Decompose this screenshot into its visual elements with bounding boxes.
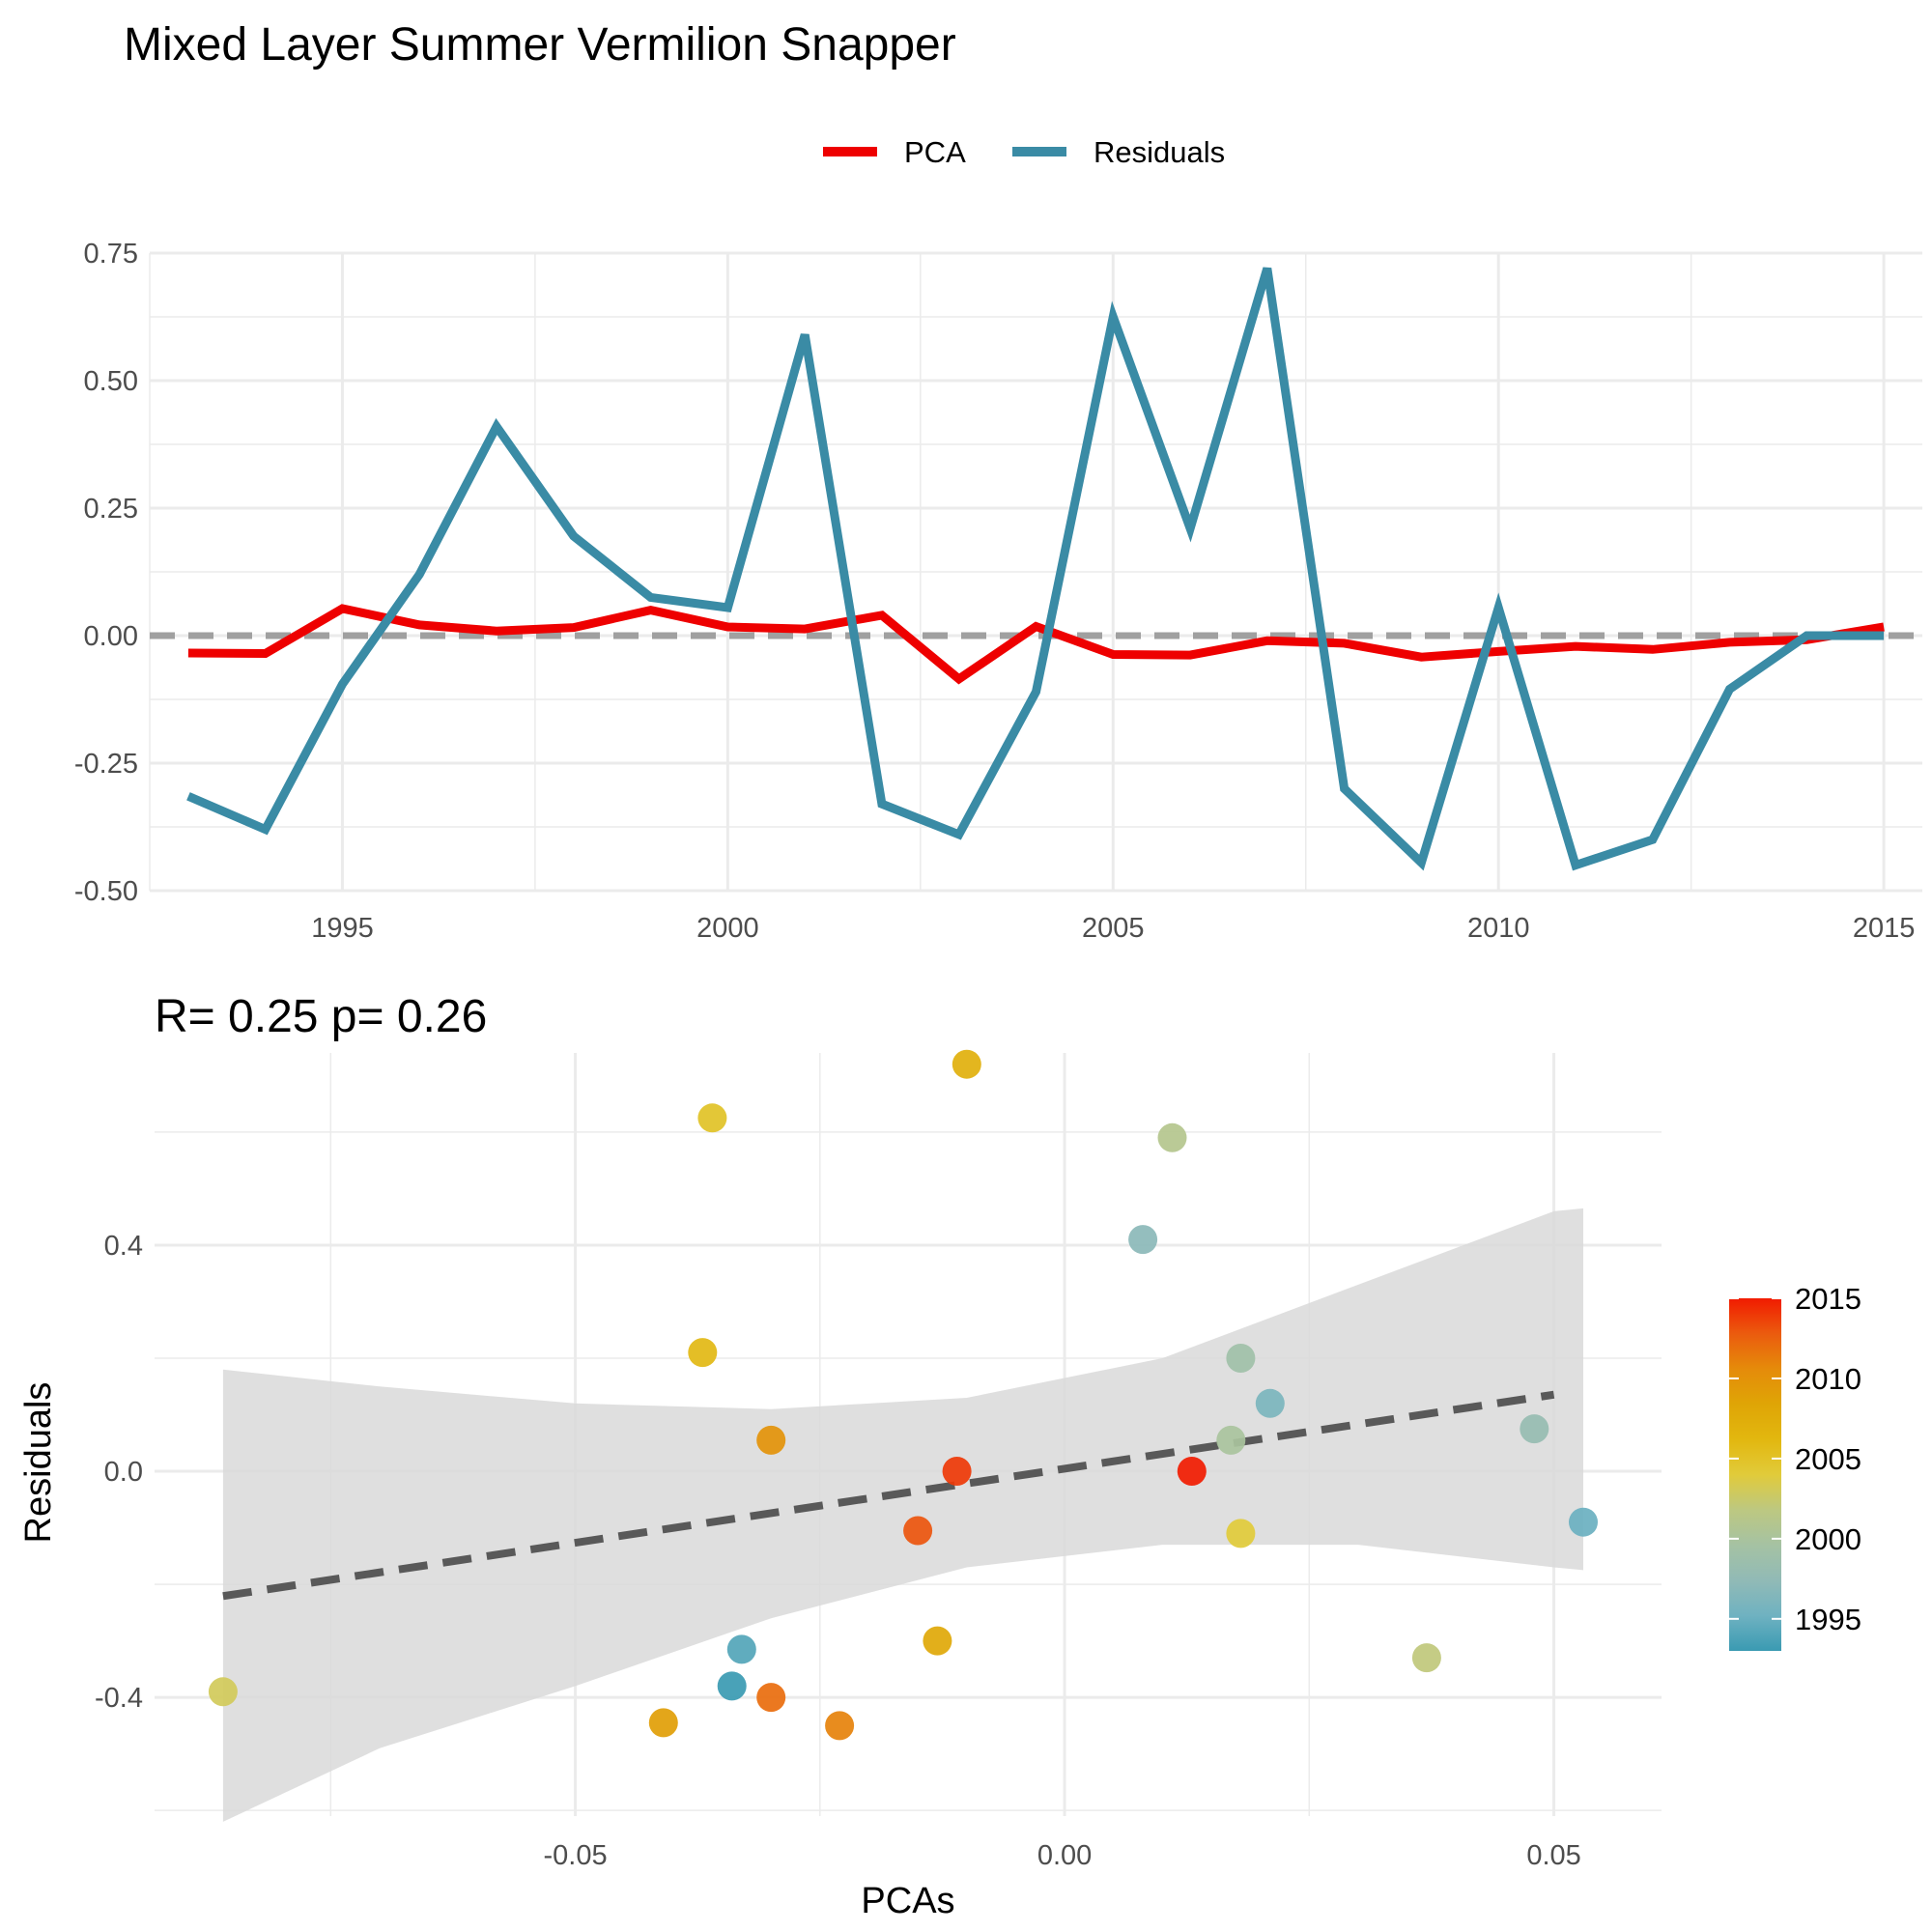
colorbar-tick-label: 2005 [1795,1442,1861,1476]
scatter-point [756,1425,786,1455]
colorbar-ticks: 1995 2000 2005 2010 2015 [1729,1282,1861,1636]
top-grid-minor [149,253,1922,891]
colorbar-tick-label: 2010 [1795,1362,1861,1396]
colorbar-tick-label: 2015 [1795,1282,1861,1316]
x-tick-label: 2000 [696,913,759,944]
legend-label-residuals: Residuals [1094,135,1225,169]
legend: PCA Residuals [823,135,1225,169]
x-tick-label: 2005 [1082,913,1145,944]
scatter-point [208,1677,238,1707]
scatter-point [756,1683,786,1713]
series-line-residuals [186,267,1885,871]
scatter-point [1216,1425,1246,1455]
scatter-panel: R= 0.25 p= 0.26 -0.05 0.00 0.05-0.40.00.4 … [18,991,1662,1921]
top-tick-labels: 1995 2000 2005 2010 2015 -0.50 -0.25 0.00 0.25 0.… [74,239,1915,944]
scatter-x-tick-label: 0.05 [1526,1840,1580,1871]
y-tick-label: 0.75 [84,239,138,270]
scatter-point [952,1049,981,1079]
series-line-pca [187,604,1885,685]
scatter-point [1226,1344,1256,1373]
scatter-point [903,1516,933,1546]
scatter-point [1128,1225,1158,1255]
y-tick-label: 0.25 [84,494,138,525]
time-series-panel: 1995 2000 2005 2010 2015 -0.50 -0.25 0.00 0.25 0.… [74,239,1922,944]
y-tick-label: 0.50 [84,366,138,397]
fit-line [222,1390,1555,1601]
scatter-y-tick-label: -0.4 [95,1683,143,1714]
scatter-point [726,1634,756,1664]
colorbar-tick-label: 2000 [1795,1522,1861,1556]
scatter-point [1520,1414,1549,1444]
scatter-point [1157,1122,1187,1152]
scatter-point [923,1626,952,1656]
colorbar-gradient [1729,1298,1781,1651]
scatter-y-tick-label: 0.4 [104,1231,143,1262]
scatter-point [1177,1457,1207,1486]
scatter-point [717,1671,747,1701]
scatter-points [208,1049,1598,1741]
figure-title: Mixed Layer Summer Vermilion Snapper [124,19,956,71]
scatter-point [1411,1643,1441,1673]
x-tick-label: 2015 [1853,913,1916,944]
scatter-point [697,1103,727,1133]
scatter-point [1569,1507,1598,1537]
x-tick-label: 2010 [1467,913,1530,944]
top-grid-major [150,251,1922,893]
scatter-point [648,1708,678,1738]
scatter-point [1226,1519,1256,1548]
scatter-x-tick-label: -0.05 [544,1840,608,1871]
scatter-point [942,1457,972,1486]
scatter-subtitle: R= 0.25 p= 0.26 [155,991,487,1042]
y-axis-title: Residuals [18,1382,59,1544]
scatter-x-tick-label: 0.00 [1037,1840,1092,1871]
colorbar-tick-label: 1995 [1795,1603,1861,1636]
colorbar: 1995 2000 2005 2010 2015 [1729,1282,1861,1651]
scatter-point [825,1711,855,1741]
scatter-point [1255,1388,1285,1418]
x-tick-label: 1995 [311,913,374,944]
scatter-point [688,1338,718,1368]
legend-label-pca: PCA [904,135,966,169]
y-tick-label: -0.25 [74,749,138,780]
y-tick-label: 0.00 [84,621,138,652]
x-axis-title: PCAs [861,1881,954,1921]
scatter-y-tick-label: 0.0 [104,1457,143,1488]
y-tick-label: -0.50 [74,876,138,907]
scatter-tick-labels: -0.05 0.00 0.05 -0.4 0.0 0.4 [95,1231,1581,1871]
confidence-ribbon [222,1208,1583,1822]
